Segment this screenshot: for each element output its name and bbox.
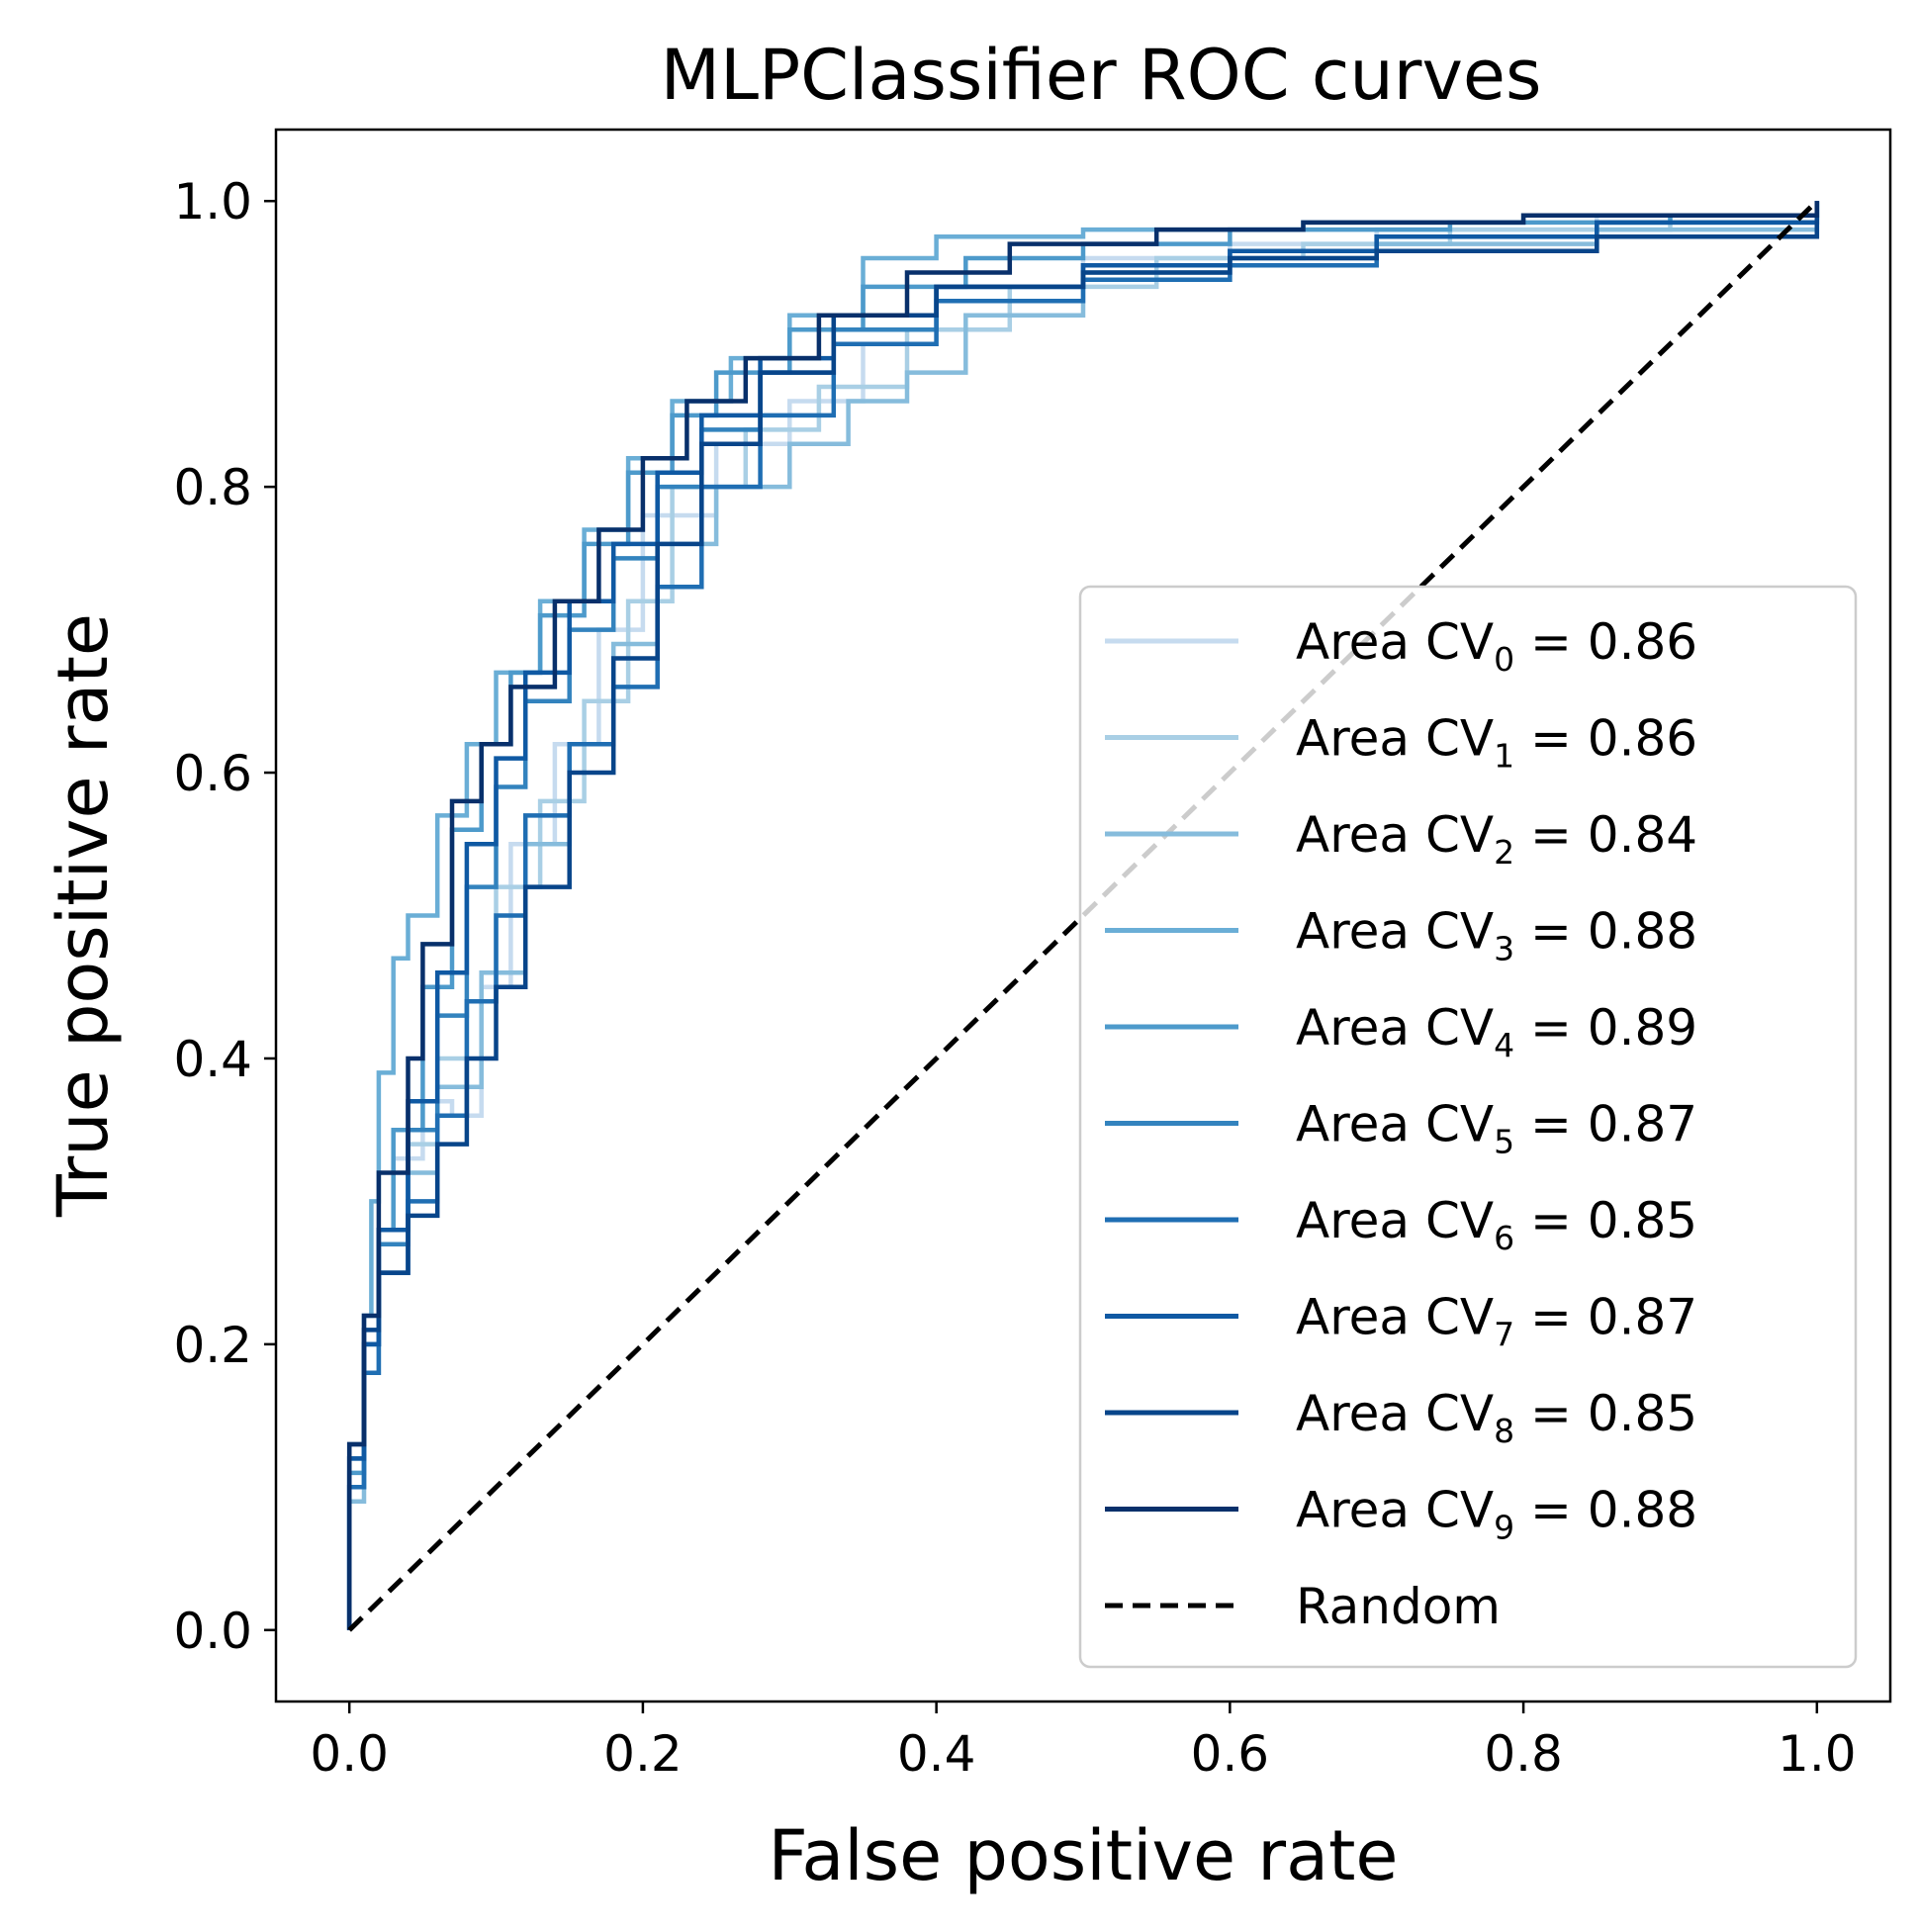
legend-label: Area CV6 = 0.85 (1296, 1192, 1697, 1257)
plot-frame (274, 128, 1892, 1703)
legend-label: Area CV8 = 0.85 (1296, 1385, 1697, 1450)
y-axis-ticks: 0.0 0.2 0.4 0.6 0.8 1.0 (173, 173, 276, 1660)
legend-label: Area CV5 = 0.87 (1296, 1096, 1697, 1161)
roc-curve-cv8 (346, 201, 1820, 1630)
x-tick-label: 0.2 (603, 1725, 683, 1783)
legend: Area CV0 = 0.86 Area CV1 = 0.86 Area CV2 =… (1078, 585, 1858, 1669)
legend-label: Area CV3 = 0.88 (1296, 903, 1697, 968)
legend-label: Area CV0 = 0.86 (1296, 613, 1697, 679)
y-tick-label: 1.0 (173, 173, 252, 230)
y-tick-label: 0.2 (173, 1317, 252, 1374)
y-tick-label: 0.0 (173, 1603, 252, 1660)
x-tick-label: 0.6 (1191, 1725, 1270, 1783)
roc-curve-cv4 (346, 201, 1820, 1630)
legend-label: Area CV7 = 0.87 (1296, 1289, 1697, 1354)
legend-label: Area CV9 = 0.88 (1296, 1482, 1697, 1547)
roc-curves (346, 199, 1820, 1632)
legend-label: Area CV2 = 0.84 (1296, 806, 1697, 872)
x-tick-label: 0.0 (310, 1725, 389, 1783)
y-axis-label: True positive rate (43, 613, 124, 1218)
x-axis-ticks: 0.0 0.2 0.4 0.6 0.8 1.0 (310, 1702, 1857, 1783)
y-tick-label: 0.6 (173, 745, 252, 802)
random-baseline (347, 199, 1819, 1632)
x-tick-label: 0.4 (897, 1725, 976, 1783)
roc-curve-cv9 (346, 201, 1820, 1630)
x-tick-label: 1.0 (1778, 1725, 1857, 1783)
x-axis-label: False positive rate (769, 1815, 1399, 1896)
legend-label: Area CV1 = 0.86 (1296, 710, 1697, 776)
chart-title: MLPClassifier ROC curves (661, 35, 1542, 116)
y-tick-label: 0.4 (173, 1031, 252, 1088)
legend-label: Random (1296, 1578, 1501, 1635)
legend-box (1078, 585, 1858, 1669)
x-tick-label: 0.8 (1484, 1725, 1563, 1783)
legend-label: Area CV4 = 0.89 (1296, 999, 1697, 1064)
y-tick-label: 0.8 (173, 459, 252, 516)
